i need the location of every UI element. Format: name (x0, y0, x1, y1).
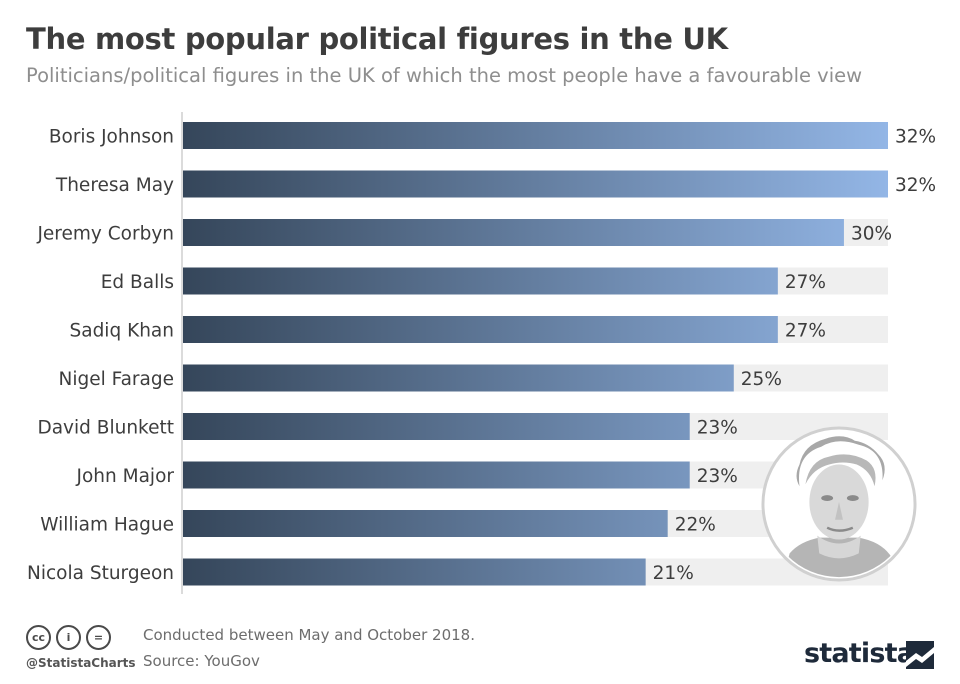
category-label: Nicola Sturgeon (27, 563, 174, 584)
survey-note: Conducted between May and October 2018. (143, 626, 475, 644)
category-label: Ed Balls (101, 272, 174, 293)
boris-johnson-portrait (761, 426, 917, 582)
category-label: John Major (76, 466, 175, 487)
value-label: 22% (675, 515, 716, 536)
value-label: 23% (697, 418, 738, 439)
bar-sadiq-khan (183, 316, 778, 343)
bar-david-blunkett (183, 413, 690, 440)
nd-icon: = (86, 625, 111, 650)
category-labels: Boris Johnson Theresa May Jeremy Corbyn Ed … (27, 127, 174, 585)
value-label: 32% (895, 127, 936, 148)
bar-nigel-farage (183, 364, 734, 392)
value-label: 27% (785, 272, 826, 293)
category-label: David Blunkett (37, 418, 174, 439)
value-label: 32% (895, 175, 936, 196)
category-label: Sadiq Khan (69, 321, 174, 342)
category-label: William Hague (40, 515, 174, 536)
bar-boris-johnson (183, 122, 888, 149)
bar-theresa-may (183, 170, 888, 198)
value-label: 23% (697, 466, 738, 487)
value-label: 25% (741, 369, 782, 390)
twitter-handle: @StatistaCharts (26, 656, 136, 670)
value-labels: 32% 32% 30% 27% 27% 25% 23% 23% 22% 21% (653, 127, 936, 585)
bar-chart: Boris Johnson Theresa May Jeremy Corbyn Ed … (27, 112, 936, 594)
source-note: Source: YouGov (143, 652, 260, 670)
statista-logo-text: statista (804, 638, 915, 669)
bar-ed-balls (183, 267, 778, 295)
category-label: Nigel Farage (59, 369, 174, 390)
bar-jeremy-corbyn (183, 219, 844, 246)
cc-icon: cc (26, 625, 51, 650)
chart-title: The most popular political figures in th… (26, 22, 728, 56)
category-label: Theresa May (55, 175, 174, 196)
category-label: Jeremy Corbyn (36, 224, 174, 245)
value-label: 21% (653, 563, 694, 584)
chart-subtitle: Politicians/political figures in the UK … (26, 64, 863, 87)
by-icon: i (56, 625, 81, 650)
value-label: 30% (851, 224, 892, 245)
category-label: Boris Johnson (49, 127, 174, 148)
bar-john-major (183, 461, 690, 489)
bars-group (183, 122, 888, 586)
license-icons: cc i = (26, 625, 111, 650)
value-label: 27% (785, 321, 826, 342)
bar-nicola-sturgeon (183, 558, 646, 586)
bar-william-hague (183, 510, 668, 537)
statista-logo-icon (906, 641, 934, 669)
